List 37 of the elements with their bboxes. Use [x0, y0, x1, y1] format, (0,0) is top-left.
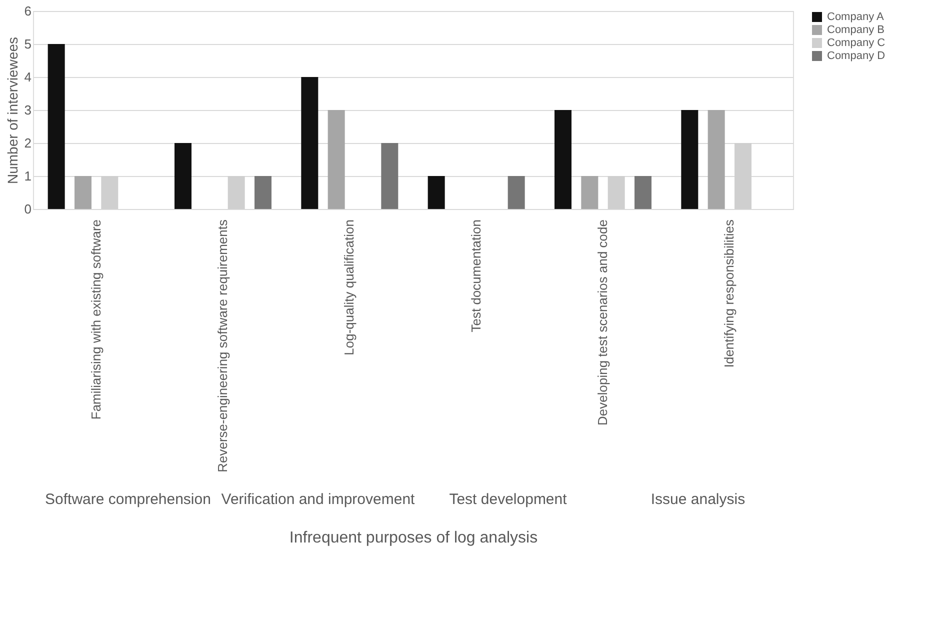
text: Issue analysis	[650, 491, 746, 508]
x-tick-label: Test documentation	[468, 220, 484, 332]
text: Software comprehension	[45, 491, 211, 508]
legend-label: Company B	[827, 24, 884, 36]
bar	[634, 176, 652, 209]
y-axis-title: Number of interviewees	[4, 36, 20, 184]
y-tick-label: 3	[24, 102, 32, 118]
x-tick-label: Developing test scenarios and code	[595, 220, 610, 426]
bar	[554, 110, 572, 209]
bar	[508, 176, 525, 209]
y-tick-label: 5	[24, 36, 32, 52]
x-tick-label: Identifying responsibilities	[722, 219, 737, 368]
y-tick-label: 6	[24, 4, 32, 18]
bar	[581, 176, 598, 209]
legend-label: Company A	[827, 11, 885, 23]
bar	[681, 110, 698, 209]
legend-label: Company D	[827, 50, 886, 62]
bar	[328, 110, 345, 209]
bar	[174, 143, 192, 209]
text: Verification and improvement	[221, 491, 416, 508]
bar	[381, 143, 398, 209]
bar	[48, 44, 65, 209]
text: Test development	[449, 491, 568, 508]
bar	[74, 176, 92, 209]
y-tick-label: 2	[24, 136, 32, 150]
x-tick-label: Reverse-engineering software requirements	[215, 219, 230, 472]
x-axis-title: Infrequent purposes of log analysis	[289, 530, 538, 546]
y-tick-label: 4	[24, 70, 32, 84]
bar	[254, 176, 272, 209]
y-tick-label: 0	[24, 202, 32, 216]
y-tick-label: 1	[24, 168, 32, 184]
bar	[428, 176, 445, 209]
x-tick-label: Familiarising with existing software	[88, 220, 104, 420]
x-tick-label: Log-quality qualification	[342, 220, 357, 356]
legend-label: Company C	[827, 37, 886, 49]
bar	[708, 110, 725, 209]
bar	[301, 77, 318, 209]
